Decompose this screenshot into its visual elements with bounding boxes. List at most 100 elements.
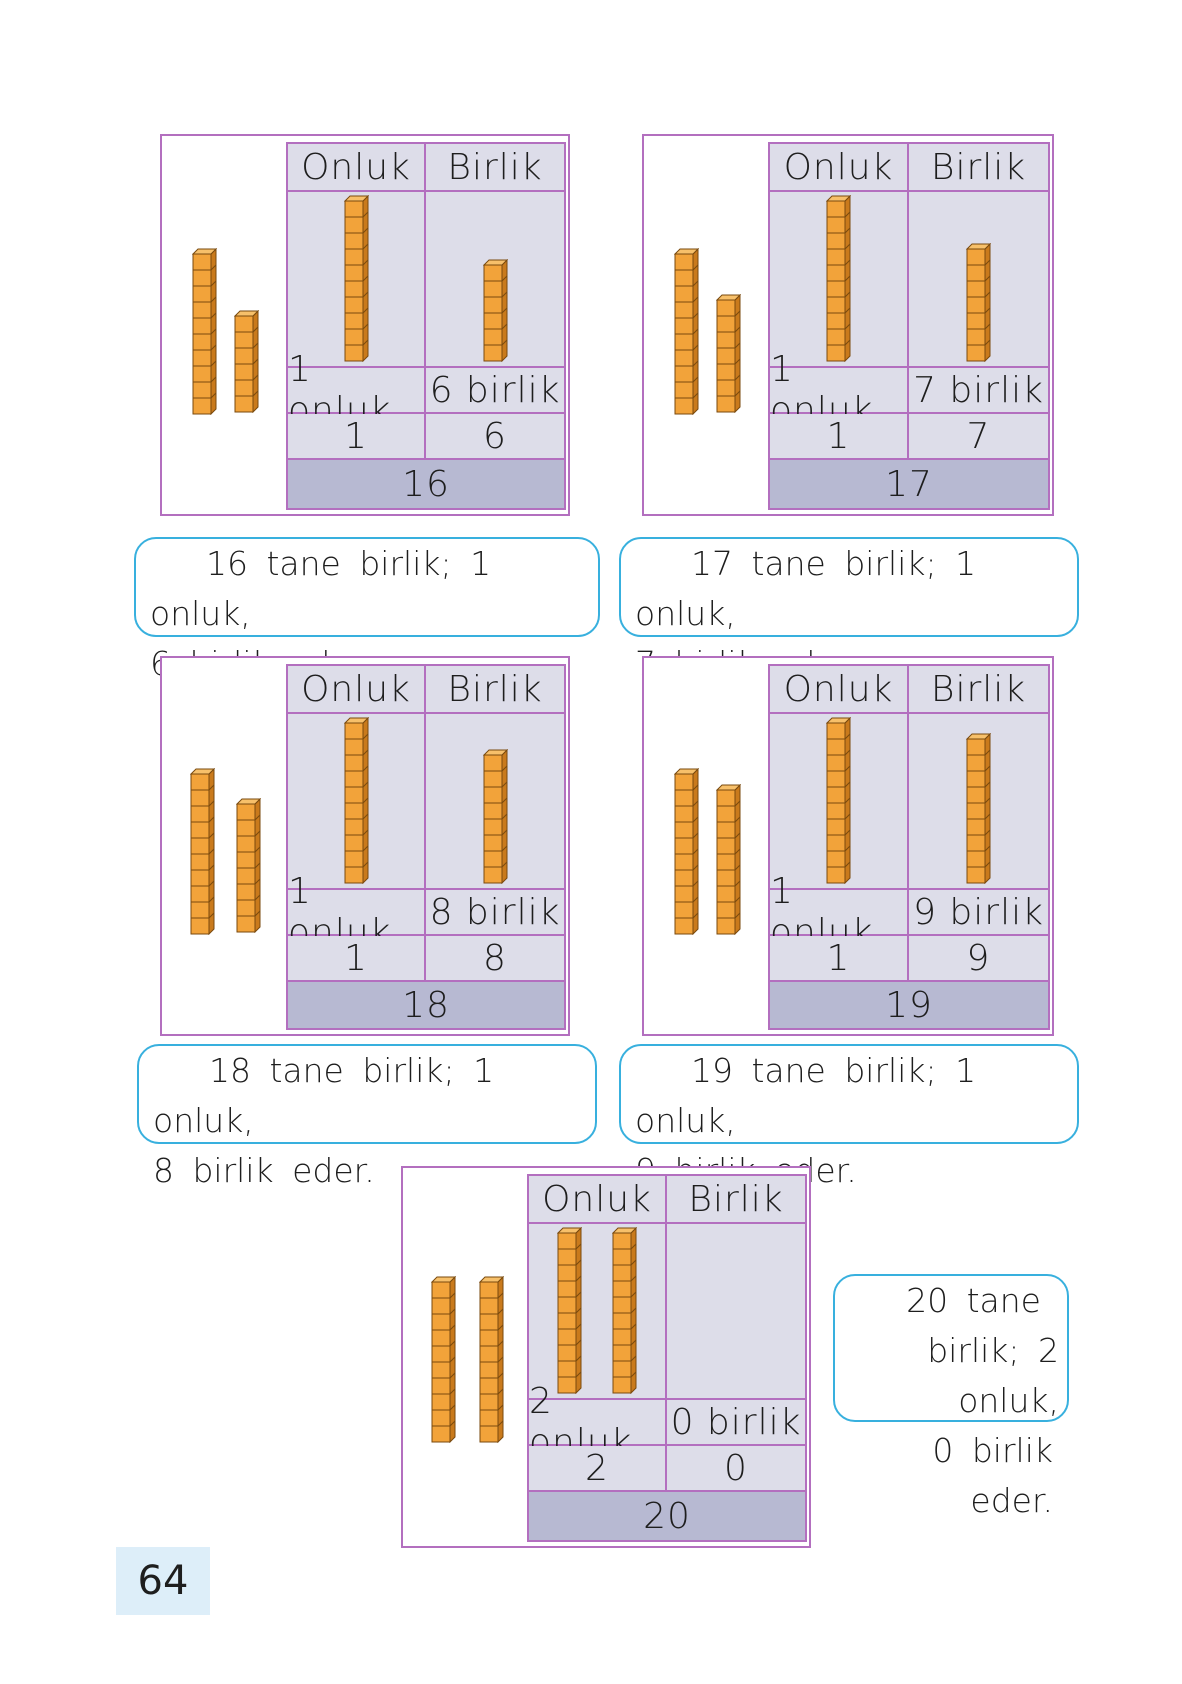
place-value-card-19: Onluk Birlik 1 onluk 9 birlik 1 9 19 <box>642 656 1054 1036</box>
tens-picture-cell <box>529 1224 667 1400</box>
rod-graphic <box>674 768 699 935</box>
ones-digit: 9 <box>909 936 1048 982</box>
ones-label: 9 birlik <box>909 890 1048 936</box>
ones-digit: 0 <box>667 1446 805 1492</box>
header-birlik: Birlik <box>909 666 1048 714</box>
rod-graphic <box>343 717 369 884</box>
tens-picture-cell <box>770 192 909 368</box>
ones-rod <box>236 798 261 933</box>
ones-label: 0 birlik <box>667 1400 805 1446</box>
place-value-table: Onluk Birlik 1 onluk 6 birlik 1 6 16 <box>286 142 566 510</box>
tens-digit: 1 <box>770 936 909 982</box>
sentence-line-1: 18 tane birlik; 1 onluk, <box>153 1051 495 1140</box>
sentence-line-1: 20 tane <box>906 1281 1041 1320</box>
blocks-area <box>403 1168 523 1546</box>
total-number: 19 <box>770 982 1048 1028</box>
sentence-bubble-19: 19 tane birlik; 1 onluk, 9 birlik eder. <box>619 1044 1079 1190</box>
rod-graphic <box>234 310 259 413</box>
rod-graphic <box>826 195 851 362</box>
tens-picture-cell <box>288 714 426 890</box>
ten-rod <box>479 1276 504 1443</box>
rod-graphic <box>716 784 741 935</box>
rod-graphic <box>557 1227 582 1394</box>
header-birlik: Birlik <box>426 144 564 192</box>
tens-digit: 1 <box>288 936 426 982</box>
ten-rod <box>190 768 215 935</box>
rod-graphic <box>482 749 508 884</box>
header-birlik: Birlik <box>909 144 1048 192</box>
ones-digit: 8 <box>426 936 564 982</box>
ones-label: 7 birlik <box>909 368 1048 414</box>
place-value-card-16: Onluk Birlik 1 onluk 6 birlik 1 6 16 <box>160 134 570 516</box>
sentence-bubble-18: 18 tane birlik; 1 onluk, 8 birlik eder. <box>137 1044 597 1190</box>
place-value-table: Onluk Birlik 1 onluk 8 birlik 1 8 18 <box>286 664 566 1030</box>
rod-graphic <box>826 717 851 884</box>
tens-picture-cell <box>770 714 909 890</box>
header-onluk: Onluk <box>288 666 426 714</box>
rod-graphic <box>431 1276 456 1443</box>
header-onluk: Onluk <box>770 666 909 714</box>
rod-graphic <box>192 248 217 415</box>
ones-label: 8 birlik <box>426 890 564 936</box>
tens-label: 2 onluk <box>529 1381 667 1463</box>
ten-rod <box>674 248 699 415</box>
sentence-line-1: 16 tane birlik; 1 onluk, <box>150 544 492 633</box>
ones-digit: 6 <box>426 414 564 460</box>
rod-graphic <box>716 294 741 413</box>
rod-graphic <box>966 733 991 884</box>
ones-label: 6 birlik <box>426 368 564 414</box>
ones-picture-cell <box>909 192 1048 368</box>
blocks-area <box>644 136 764 514</box>
ones-digit: 7 <box>909 414 1048 460</box>
sentence-line-1: 19 tane birlik; 1 onluk, <box>635 1051 977 1140</box>
ten-rod <box>192 248 217 415</box>
header-birlik: Birlik <box>426 666 564 714</box>
rod-graphic <box>236 798 261 933</box>
ten-rod <box>826 717 851 884</box>
total-number: 18 <box>288 982 564 1028</box>
rod-graphic <box>612 1227 637 1394</box>
place-value-table: Onluk Birlik 1 onluk 7 birlik 1 7 17 <box>768 142 1050 510</box>
page-number: 64 <box>116 1547 210 1615</box>
ones-rod <box>482 749 508 884</box>
rod-graphic <box>190 768 215 935</box>
blocks-area <box>644 658 764 1034</box>
ones-picture-cell <box>667 1224 805 1400</box>
rod-graphic <box>966 243 991 362</box>
sentence-line-2: 8 birlik eder. <box>153 1151 375 1190</box>
ones-picture-cell <box>909 714 1048 890</box>
ones-rod <box>482 259 508 362</box>
tens-label: 1 onluk <box>770 871 909 953</box>
blocks-area <box>162 658 282 1034</box>
tens-digit: 1 <box>288 414 426 460</box>
tens-picture-cell <box>288 192 426 368</box>
rod-graphic <box>482 259 508 362</box>
ten-rod <box>826 195 851 362</box>
ones-picture-cell <box>426 192 564 368</box>
total-number: 16 <box>288 460 564 508</box>
rod-graphic <box>479 1276 504 1443</box>
tens-label: 1 onluk <box>288 349 426 431</box>
rod-graphic <box>343 195 369 362</box>
ten-rod <box>343 717 369 884</box>
header-onluk: Onluk <box>288 144 426 192</box>
sentence-bubble-17: 17 tane birlik; 1 onluk, 7 birlik eder. <box>619 537 1079 683</box>
total-number: 20 <box>529 1492 805 1540</box>
ten-rod <box>674 768 699 935</box>
header-birlik: Birlik <box>667 1176 805 1224</box>
ones-rod <box>716 294 741 413</box>
blocks-area <box>162 136 282 514</box>
ten-rod <box>343 195 369 362</box>
ones-rod <box>966 243 991 362</box>
ten-rod <box>431 1276 456 1443</box>
sentence-line-2: birlik; 2 onluk, <box>927 1331 1059 1420</box>
sentence-line-1: 17 tane birlik; 1 onluk, <box>635 544 977 633</box>
ones-rod <box>234 310 259 413</box>
tens-digit: 1 <box>770 414 909 460</box>
tens-label: 1 onluk <box>288 871 426 953</box>
tens-digit: 2 <box>529 1446 667 1492</box>
header-onluk: Onluk <box>770 144 909 192</box>
sentence-bubble-16: 16 tane birlik; 1 onluk, 6 birlik eder. <box>134 537 600 683</box>
place-value-table: Onluk Birlik 2 onluk 0 birlik 2 0 20 <box>527 1174 807 1542</box>
rod-graphic <box>674 248 699 415</box>
